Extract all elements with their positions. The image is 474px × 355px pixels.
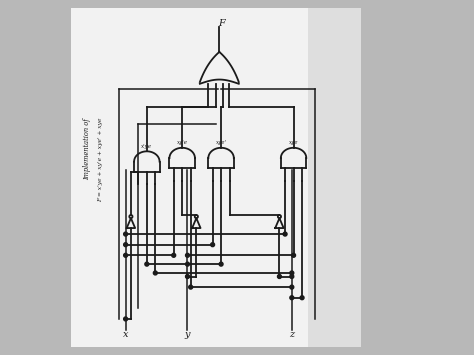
Circle shape [124,243,128,247]
Circle shape [185,262,190,266]
Circle shape [290,285,294,289]
Text: z: z [289,331,294,339]
Circle shape [189,285,192,289]
Text: xye': xye' [216,140,227,145]
Bar [71,8,361,347]
Circle shape [185,274,190,278]
Text: Implementation of: Implementation of [83,118,91,180]
Circle shape [172,253,176,257]
Text: y: y [185,331,190,339]
Circle shape [290,271,294,275]
Circle shape [210,243,215,247]
Circle shape [124,253,128,257]
Circle shape [283,232,287,236]
Circle shape [290,296,294,300]
Circle shape [219,262,223,266]
Bar [308,8,361,347]
Circle shape [277,274,282,278]
Circle shape [300,296,304,300]
Circle shape [292,253,295,257]
Text: F = x'ye + xy'e + xye' + xye: F = x'ye + xy'e + xye' + xye [99,118,103,202]
Circle shape [290,274,294,278]
Circle shape [185,253,190,257]
Circle shape [145,262,149,266]
Text: xye: xye [289,140,298,145]
Text: xy'e: xy'e [177,140,188,145]
Text: x'ye: x'ye [141,143,152,148]
Circle shape [124,232,128,236]
Circle shape [124,317,128,321]
Circle shape [154,271,157,275]
Text: x: x [123,331,128,339]
Text: F: F [218,19,225,28]
